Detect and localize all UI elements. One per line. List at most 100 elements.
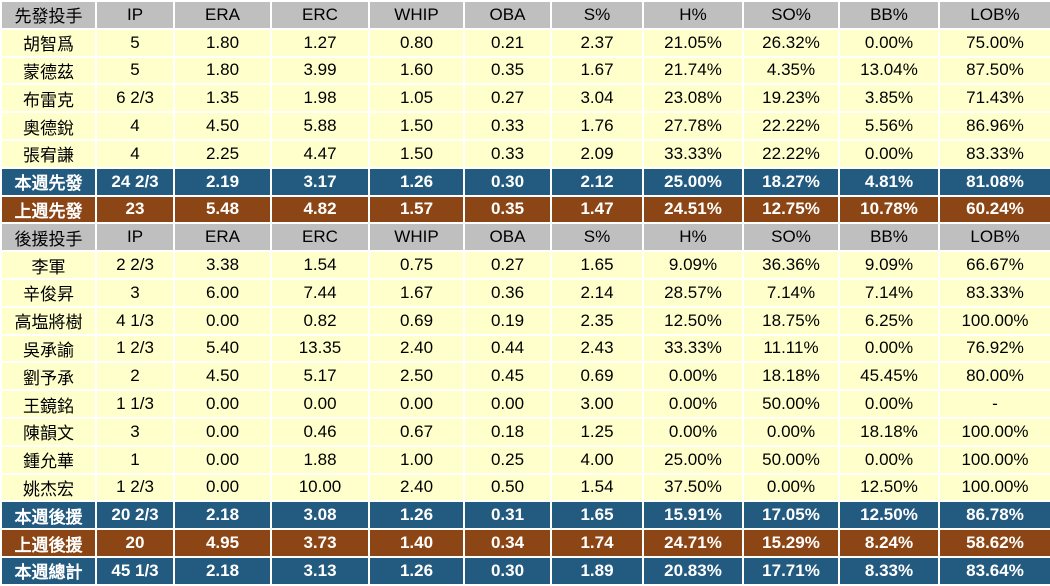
stat-value-cell: 25.00% [642, 444, 744, 475]
player-name-cell: 李軍 [0, 250, 97, 280]
summary-label-cell: 本週總計 [0, 555, 97, 586]
stat-value-cell: 0.69 [368, 305, 465, 336]
summary-value-cell: 25.00% [642, 166, 744, 197]
column-header-cell: WHIP [368, 0, 465, 30]
stat-value-cell: 5.40 [173, 333, 272, 364]
stat-value-cell: 0.36 [463, 277, 552, 308]
stat-value-cell: 0.45 [463, 361, 552, 392]
stat-value-cell: 100.00% [938, 305, 1050, 336]
stat-value-cell: 5 [95, 27, 175, 58]
stat-value-cell: 76.92% [938, 333, 1050, 364]
stat-value-cell: 9.09% [838, 250, 940, 280]
summary-value-cell: 20 [95, 528, 175, 558]
summary-value-cell: 1.26 [368, 166, 465, 197]
player-name-cell: 姚杰宏 [0, 472, 97, 503]
stat-value-cell: 18.75% [742, 305, 840, 336]
stat-value-cell: 0.25 [463, 444, 552, 475]
stat-value-cell: 0.00% [742, 416, 840, 447]
summary-value-cell: 12.75% [742, 194, 840, 225]
stat-value-cell: 0.00 [173, 389, 272, 419]
summary-value-cell: 24 2/3 [95, 166, 175, 197]
stat-value-cell: 0.00% [838, 138, 940, 169]
column-header-cell: IP [95, 222, 175, 253]
stat-value-cell: 2 [95, 361, 175, 392]
stat-value-cell: 1.80 [173, 55, 272, 86]
stat-value-cell: 2.35 [550, 305, 644, 336]
stat-value-cell: 4 [95, 138, 175, 169]
summary-value-cell: 17.71% [742, 555, 840, 586]
player-row: 王鏡銘 1 1/3 0.00 0.00 0.00 0.00 3.00 0.00% 50.00% 0… [0, 389, 1050, 419]
stat-value-cell: 0.27 [463, 83, 552, 114]
summary-row: 上週後援 20 4.95 3.73 1.40 0.34 1.74 24.71% 15.29% 8.… [0, 528, 1050, 558]
stat-value-cell: 86.96% [938, 111, 1050, 141]
stat-value-cell: 0.44 [463, 333, 552, 364]
summary-value-cell: 60.24% [938, 194, 1050, 225]
stat-value-cell: 1.54 [270, 250, 370, 280]
summary-label-cell: 本週先發 [0, 166, 97, 197]
summary-label-cell: 上週先發 [0, 194, 97, 225]
summary-value-cell: 1.89 [550, 555, 644, 586]
stat-value-cell: 1.27 [270, 27, 370, 58]
player-row: 劉予承 2 4.50 5.17 2.50 0.45 0.69 0.00% 18.18% 45.45… [0, 361, 1050, 392]
stat-value-cell: 0.00 [173, 472, 272, 503]
header-row: 後援投手 IP ERA ERC WHIP OBA S% H% SO% BB% LOB% [0, 222, 1050, 253]
stat-value-cell: 0.69 [550, 361, 644, 392]
summary-value-cell: 45 1/3 [95, 555, 175, 586]
stat-value-cell: 33.33% [642, 333, 744, 364]
stat-value-cell: 19.23% [742, 83, 840, 114]
stat-value-cell: 3.38 [173, 250, 272, 280]
stat-value-cell: 12.50% [838, 472, 940, 503]
player-name-cell: 王鏡銘 [0, 389, 97, 419]
group-header-cell: 先發投手 [0, 0, 97, 30]
summary-value-cell: 10.78% [838, 194, 940, 225]
stat-value-cell: 45.45% [838, 361, 940, 392]
summary-value-cell: 4.82 [270, 194, 370, 225]
stat-value-cell: 1.65 [550, 250, 644, 280]
player-name-cell: 胡智爲 [0, 27, 97, 58]
stat-value-cell: 2.43 [550, 333, 644, 364]
summary-row: 本週總計 45 1/3 2.18 3.13 1.26 0.30 1.89 20.83% 17.7… [0, 555, 1050, 586]
stat-value-cell: 5.56% [838, 111, 940, 141]
player-row: 吳承諭 1 2/3 5.40 13.35 2.40 0.44 2.43 33.33% 11.11… [0, 333, 1050, 364]
summary-value-cell: 0.35 [463, 194, 552, 225]
stat-value-cell: 6.25% [838, 305, 940, 336]
stat-value-cell: 3.85% [838, 83, 940, 114]
stat-value-cell: 3.99 [270, 55, 370, 86]
player-row: 辛俊昇 3 6.00 7.44 1.67 0.36 2.14 28.57% 7.14% 7.14%… [0, 277, 1050, 308]
summary-value-cell: 18.27% [742, 166, 840, 197]
stat-value-cell: 6 2/3 [95, 83, 175, 114]
stat-value-cell: 2.09 [550, 138, 644, 169]
stat-value-cell: 1.80 [173, 27, 272, 58]
summary-value-cell: 1.26 [368, 555, 465, 586]
summary-value-cell: 24.51% [642, 194, 744, 225]
stat-value-cell: 0.00 [463, 389, 552, 419]
stat-value-cell: 1.98 [270, 83, 370, 114]
player-name-cell: 劉予承 [0, 361, 97, 392]
stat-value-cell: 26.32% [742, 27, 840, 58]
column-header-cell: LOB% [938, 222, 1050, 253]
stat-value-cell: 1 2/3 [95, 333, 175, 364]
stat-value-cell: 0.33 [463, 111, 552, 141]
stat-value-cell: 0.00% [642, 416, 744, 447]
stat-value-cell: 3 [95, 416, 175, 447]
stat-value-cell: 0.00 [270, 389, 370, 419]
stat-value-cell: 28.57% [642, 277, 744, 308]
header-row: 先發投手 IP ERA ERC WHIP OBA S% H% SO% BB% LOB% [0, 0, 1050, 30]
summary-label-cell: 本週後援 [0, 500, 97, 531]
summary-value-cell: 5.48 [173, 194, 272, 225]
summary-value-cell: 0.31 [463, 500, 552, 531]
summary-value-cell: 0.30 [463, 555, 552, 586]
player-name-cell: 陳韻文 [0, 416, 97, 447]
stat-value-cell: 6.00 [173, 277, 272, 308]
stat-value-cell: 7.14% [838, 277, 940, 308]
stat-value-cell: 9.09% [642, 250, 744, 280]
player-row: 胡智爲 5 1.80 1.27 0.80 0.21 2.37 21.05% 26.32% 0.00… [0, 27, 1050, 58]
stat-value-cell: 27.78% [642, 111, 744, 141]
stat-value-cell: 2 2/3 [95, 250, 175, 280]
summary-value-cell: 1.65 [550, 500, 644, 531]
stat-value-cell: 2.14 [550, 277, 644, 308]
stat-value-cell: 0.00 [173, 444, 272, 475]
stat-value-cell: 0.82 [270, 305, 370, 336]
stat-value-cell: 1 1/3 [95, 389, 175, 419]
